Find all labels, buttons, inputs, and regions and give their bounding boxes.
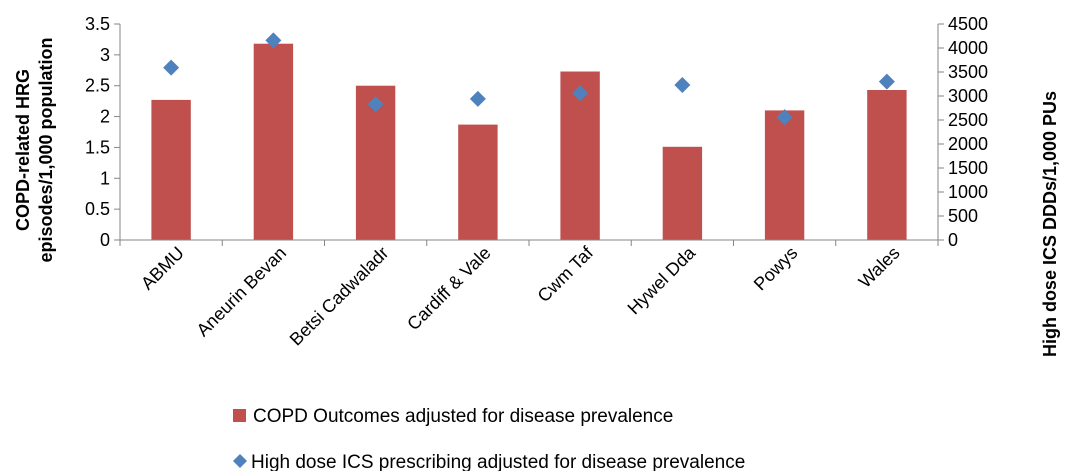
- y2-axis-ticks: 0 500 1000 1500 2000 2500 3000 3500 4000 4500: [938, 14, 988, 250]
- y2-tick-label-4: 2000: [948, 134, 988, 154]
- y-axis-title: COPD-related HRG episodes/1,000 populati…: [13, 37, 56, 262]
- y-tick-label-2: 1: [100, 168, 110, 188]
- x-tick-label-6: Powys: [750, 243, 802, 295]
- x-tick-label-7: Wales: [855, 243, 904, 292]
- marker-2: [367, 96, 384, 113]
- y2-tick-label-1: 500: [948, 206, 978, 226]
- y2-tick-label-7: 3500: [948, 62, 988, 82]
- legend: COPD Outcomes adjusted for disease preva…: [233, 406, 745, 471]
- marker-4: [572, 85, 589, 102]
- bar-3: [458, 124, 498, 240]
- x-tick-label-1: Aneurin Bevan: [193, 243, 291, 341]
- y2-tick-label-6: 3000: [948, 86, 988, 106]
- y-tick-label-7: 3.5: [85, 14, 110, 34]
- bar-7: [867, 90, 907, 240]
- bar-0: [151, 99, 191, 241]
- marker-6: [776, 109, 793, 126]
- y2-tick-label-9: 4500: [948, 14, 988, 34]
- y-tick-label-3: 1.5: [85, 137, 110, 157]
- scatter-series: [163, 32, 895, 126]
- y2-tick-label-5: 2500: [948, 110, 988, 130]
- marker-5: [674, 76, 691, 93]
- x-tick-label-5: Hywel Dda: [624, 242, 700, 318]
- y-tick-label-6: 3: [100, 45, 110, 65]
- x-tick-label-0: ABMU: [137, 243, 188, 294]
- x-tick-label-4: Cwm Taf: [534, 242, 598, 306]
- y-tick-label-1: 0.5: [85, 199, 110, 219]
- y2-tick-label-8: 4000: [948, 38, 988, 58]
- axes: [119, 24, 939, 241]
- legend-label-bar: COPD Outcomes adjusted for disease preva…: [253, 406, 673, 427]
- marker-0: [163, 59, 180, 76]
- bar-1: [253, 43, 294, 241]
- y-tick-label-0: 0: [100, 230, 110, 250]
- y-axis-title-line-1: COPD-related HRG: [13, 69, 33, 231]
- bar-series: [151, 43, 907, 241]
- x-tick-label-3: Cardiff & Vale: [403, 243, 494, 334]
- y-axis-title-line-2: episodes/1,000 population: [36, 37, 56, 262]
- y2-tick-label-3: 1500: [948, 158, 988, 178]
- y2-axis-title: High dose ICS DDDs/1,000 PUs: [1040, 91, 1060, 357]
- legend-swatch-bar: [233, 409, 246, 422]
- legend-label-marker: High dose ICS prescribing adjusted for d…: [251, 452, 745, 471]
- y-tick-label-4: 2: [100, 107, 110, 127]
- y2-tick-label-2: 1000: [948, 182, 988, 202]
- y2-tick-label-0: 0: [948, 230, 958, 250]
- marker-3: [469, 90, 486, 107]
- legend-swatch-marker: [233, 454, 247, 468]
- x-tick-label-2: Betsi Cadwaladr: [286, 243, 393, 350]
- y-tick-label-5: 2.5: [85, 76, 110, 96]
- y-axis-ticks: 0 0.5 1 1.5 2 2.5 3 3.5: [85, 14, 120, 250]
- bar-6: [764, 110, 805, 241]
- marker-1: [265, 32, 282, 49]
- bar-5: [662, 146, 703, 240]
- marker-7: [878, 73, 895, 90]
